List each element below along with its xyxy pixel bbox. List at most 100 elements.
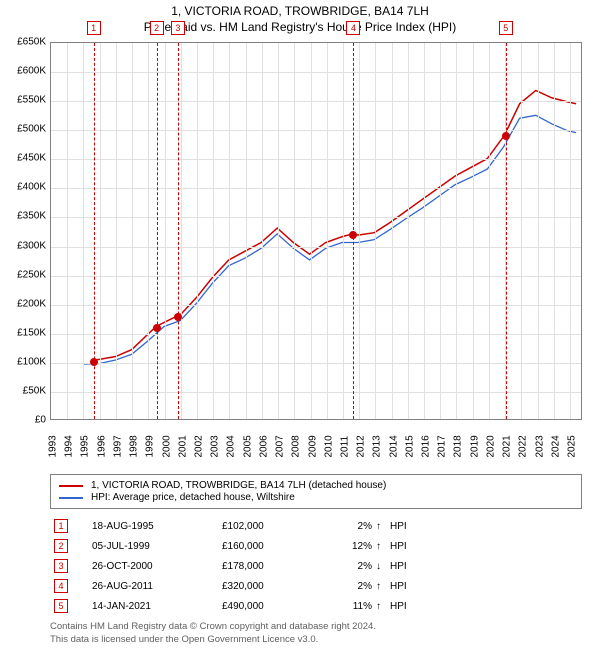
- arrow-icon: ↑: [376, 601, 390, 612]
- marker-badge: 1: [87, 21, 101, 35]
- x-axis-label: 2013: [372, 435, 383, 457]
- transactions-table: 118-AUG-1995£102,0002%↑HPI205-JUL-1999£1…: [50, 516, 582, 616]
- x-axis-label: 1998: [129, 435, 140, 457]
- transaction-date: 26-OCT-2000: [92, 561, 222, 572]
- x-axis-label: 2007: [275, 435, 286, 457]
- y-axis-label: £350K: [17, 211, 46, 222]
- marker-point: [153, 324, 161, 332]
- transaction-ref: HPI: [390, 561, 407, 572]
- x-axis-label: 1996: [96, 435, 107, 457]
- transaction-price: £320,000: [222, 581, 332, 592]
- x-axis-label: 1997: [112, 435, 123, 457]
- x-axis-label: 2019: [469, 435, 480, 457]
- transaction-badge: 2: [54, 539, 68, 553]
- marker-badge: 5: [499, 21, 513, 35]
- y-axis-label: £100K: [17, 356, 46, 367]
- y-axis-label: £400K: [17, 182, 46, 193]
- marker-badge: 4: [346, 21, 360, 35]
- x-axis-label: 2018: [453, 435, 464, 457]
- marker-badge: 3: [171, 21, 185, 35]
- y-axis-label: £200K: [17, 298, 46, 309]
- transaction-ref: HPI: [390, 581, 407, 592]
- x-axis-label: 2012: [356, 435, 367, 457]
- legend-swatch: [59, 497, 83, 499]
- x-axis-label: 2016: [421, 435, 432, 457]
- transaction-date: 18-AUG-1995: [92, 521, 222, 532]
- marker-point: [349, 231, 357, 239]
- x-axis-label: 2009: [307, 435, 318, 457]
- x-axis-label: 2001: [177, 435, 188, 457]
- transaction-badge: 1: [54, 519, 68, 533]
- x-axis-label: 2010: [323, 435, 334, 457]
- table-row: 326-OCT-2000£178,0002%↓HPI: [50, 556, 582, 576]
- transaction-date: 26-AUG-2011: [92, 581, 222, 592]
- transaction-date: 14-JAN-2021: [92, 601, 222, 612]
- chart-container: 1, VICTORIA ROAD, TROWBRIDGE, BA14 7LH P…: [0, 0, 600, 650]
- x-axis-label: 2004: [226, 435, 237, 457]
- x-axis-label: 2003: [210, 435, 221, 457]
- y-axis-label: £650K: [17, 37, 46, 48]
- legend-label: 1, VICTORIA ROAD, TROWBRIDGE, BA14 7LH (…: [91, 480, 386, 491]
- x-axis-label: 2002: [193, 435, 204, 457]
- x-axis-label: 2017: [437, 435, 448, 457]
- transaction-pct: 12%: [332, 541, 372, 552]
- y-axis-label: £550K: [17, 95, 46, 106]
- x-axis-label: 2020: [485, 435, 496, 457]
- chart-title: 1, VICTORIA ROAD, TROWBRIDGE, BA14 7LH: [0, 4, 600, 18]
- x-axis-label: 2025: [567, 435, 578, 457]
- transaction-date: 05-JUL-1999: [92, 541, 222, 552]
- transaction-badge: 5: [54, 599, 68, 613]
- x-axis-label: 1994: [64, 435, 75, 457]
- x-axis-label: 2000: [161, 435, 172, 457]
- marker-point: [174, 313, 182, 321]
- transaction-pct: 2%: [332, 521, 372, 532]
- x-axis-label: 2005: [242, 435, 253, 457]
- x-axis-label: 1993: [48, 435, 59, 457]
- x-axis-label: 2006: [258, 435, 269, 457]
- x-axis-label: 2014: [388, 435, 399, 457]
- marker-line: [178, 43, 179, 419]
- transaction-badge: 3: [54, 559, 68, 573]
- legend-swatch: [59, 485, 83, 487]
- y-axis-label: £50K: [23, 385, 46, 396]
- legend-row: 1, VICTORIA ROAD, TROWBRIDGE, BA14 7LH (…: [59, 480, 573, 491]
- table-row: 5 14-JAN-2021£490,00011% ↑HPI: [50, 596, 582, 616]
- marker-badge: 2: [150, 21, 164, 35]
- x-axis-label: 2015: [404, 435, 415, 457]
- legend-box: 1, VICTORIA ROAD, TROWBRIDGE, BA14 7LH (…: [50, 474, 582, 509]
- footer-line: Contains HM Land Registry data © Crown c…: [50, 621, 376, 633]
- arrow-icon: ↑: [376, 521, 390, 532]
- transaction-price: £102,000: [222, 521, 332, 532]
- transaction-ref: HPI: [390, 521, 407, 532]
- x-axis-label: 2023: [534, 435, 545, 457]
- y-axis-label: £450K: [17, 153, 46, 164]
- x-axis-label: 2021: [502, 435, 513, 457]
- arrow-icon: ↓: [376, 561, 390, 572]
- legend-row: HPI: Average price, detached house, Wilt…: [59, 492, 573, 503]
- chart-plot-area: 12345: [50, 42, 582, 420]
- table-row: 2 05-JUL-1999£160,00012% ↑HPI: [50, 536, 582, 556]
- transaction-badge: 4: [54, 579, 68, 593]
- transaction-pct: 2%: [332, 581, 372, 592]
- marker-point: [90, 358, 98, 366]
- arrow-icon: ↑: [376, 541, 390, 552]
- table-row: 426-AUG-2011£320,0002%↑HPI: [50, 576, 582, 596]
- transaction-pct: 11%: [332, 601, 372, 612]
- y-axis-label: £150K: [17, 327, 46, 338]
- transaction-ref: HPI: [390, 541, 407, 552]
- x-axis-label: 2024: [550, 435, 561, 457]
- x-axis-label: 2008: [291, 435, 302, 457]
- marker-line: [157, 43, 158, 419]
- x-axis-label: 2022: [518, 435, 529, 457]
- marker-line: [506, 43, 507, 419]
- footer-line: This data is licensed under the Open Gov…: [50, 634, 376, 646]
- transaction-ref: HPI: [390, 601, 407, 612]
- footer-text: Contains HM Land Registry data © Crown c…: [50, 621, 376, 646]
- transaction-price: £490,000: [222, 601, 332, 612]
- y-axis-label: £250K: [17, 269, 46, 280]
- x-axis-label: 2011: [339, 436, 350, 458]
- transaction-price: £160,000: [222, 541, 332, 552]
- y-axis-label: £0: [35, 415, 46, 426]
- transaction-price: £178,000: [222, 561, 332, 572]
- legend-label: HPI: Average price, detached house, Wilt…: [91, 492, 295, 503]
